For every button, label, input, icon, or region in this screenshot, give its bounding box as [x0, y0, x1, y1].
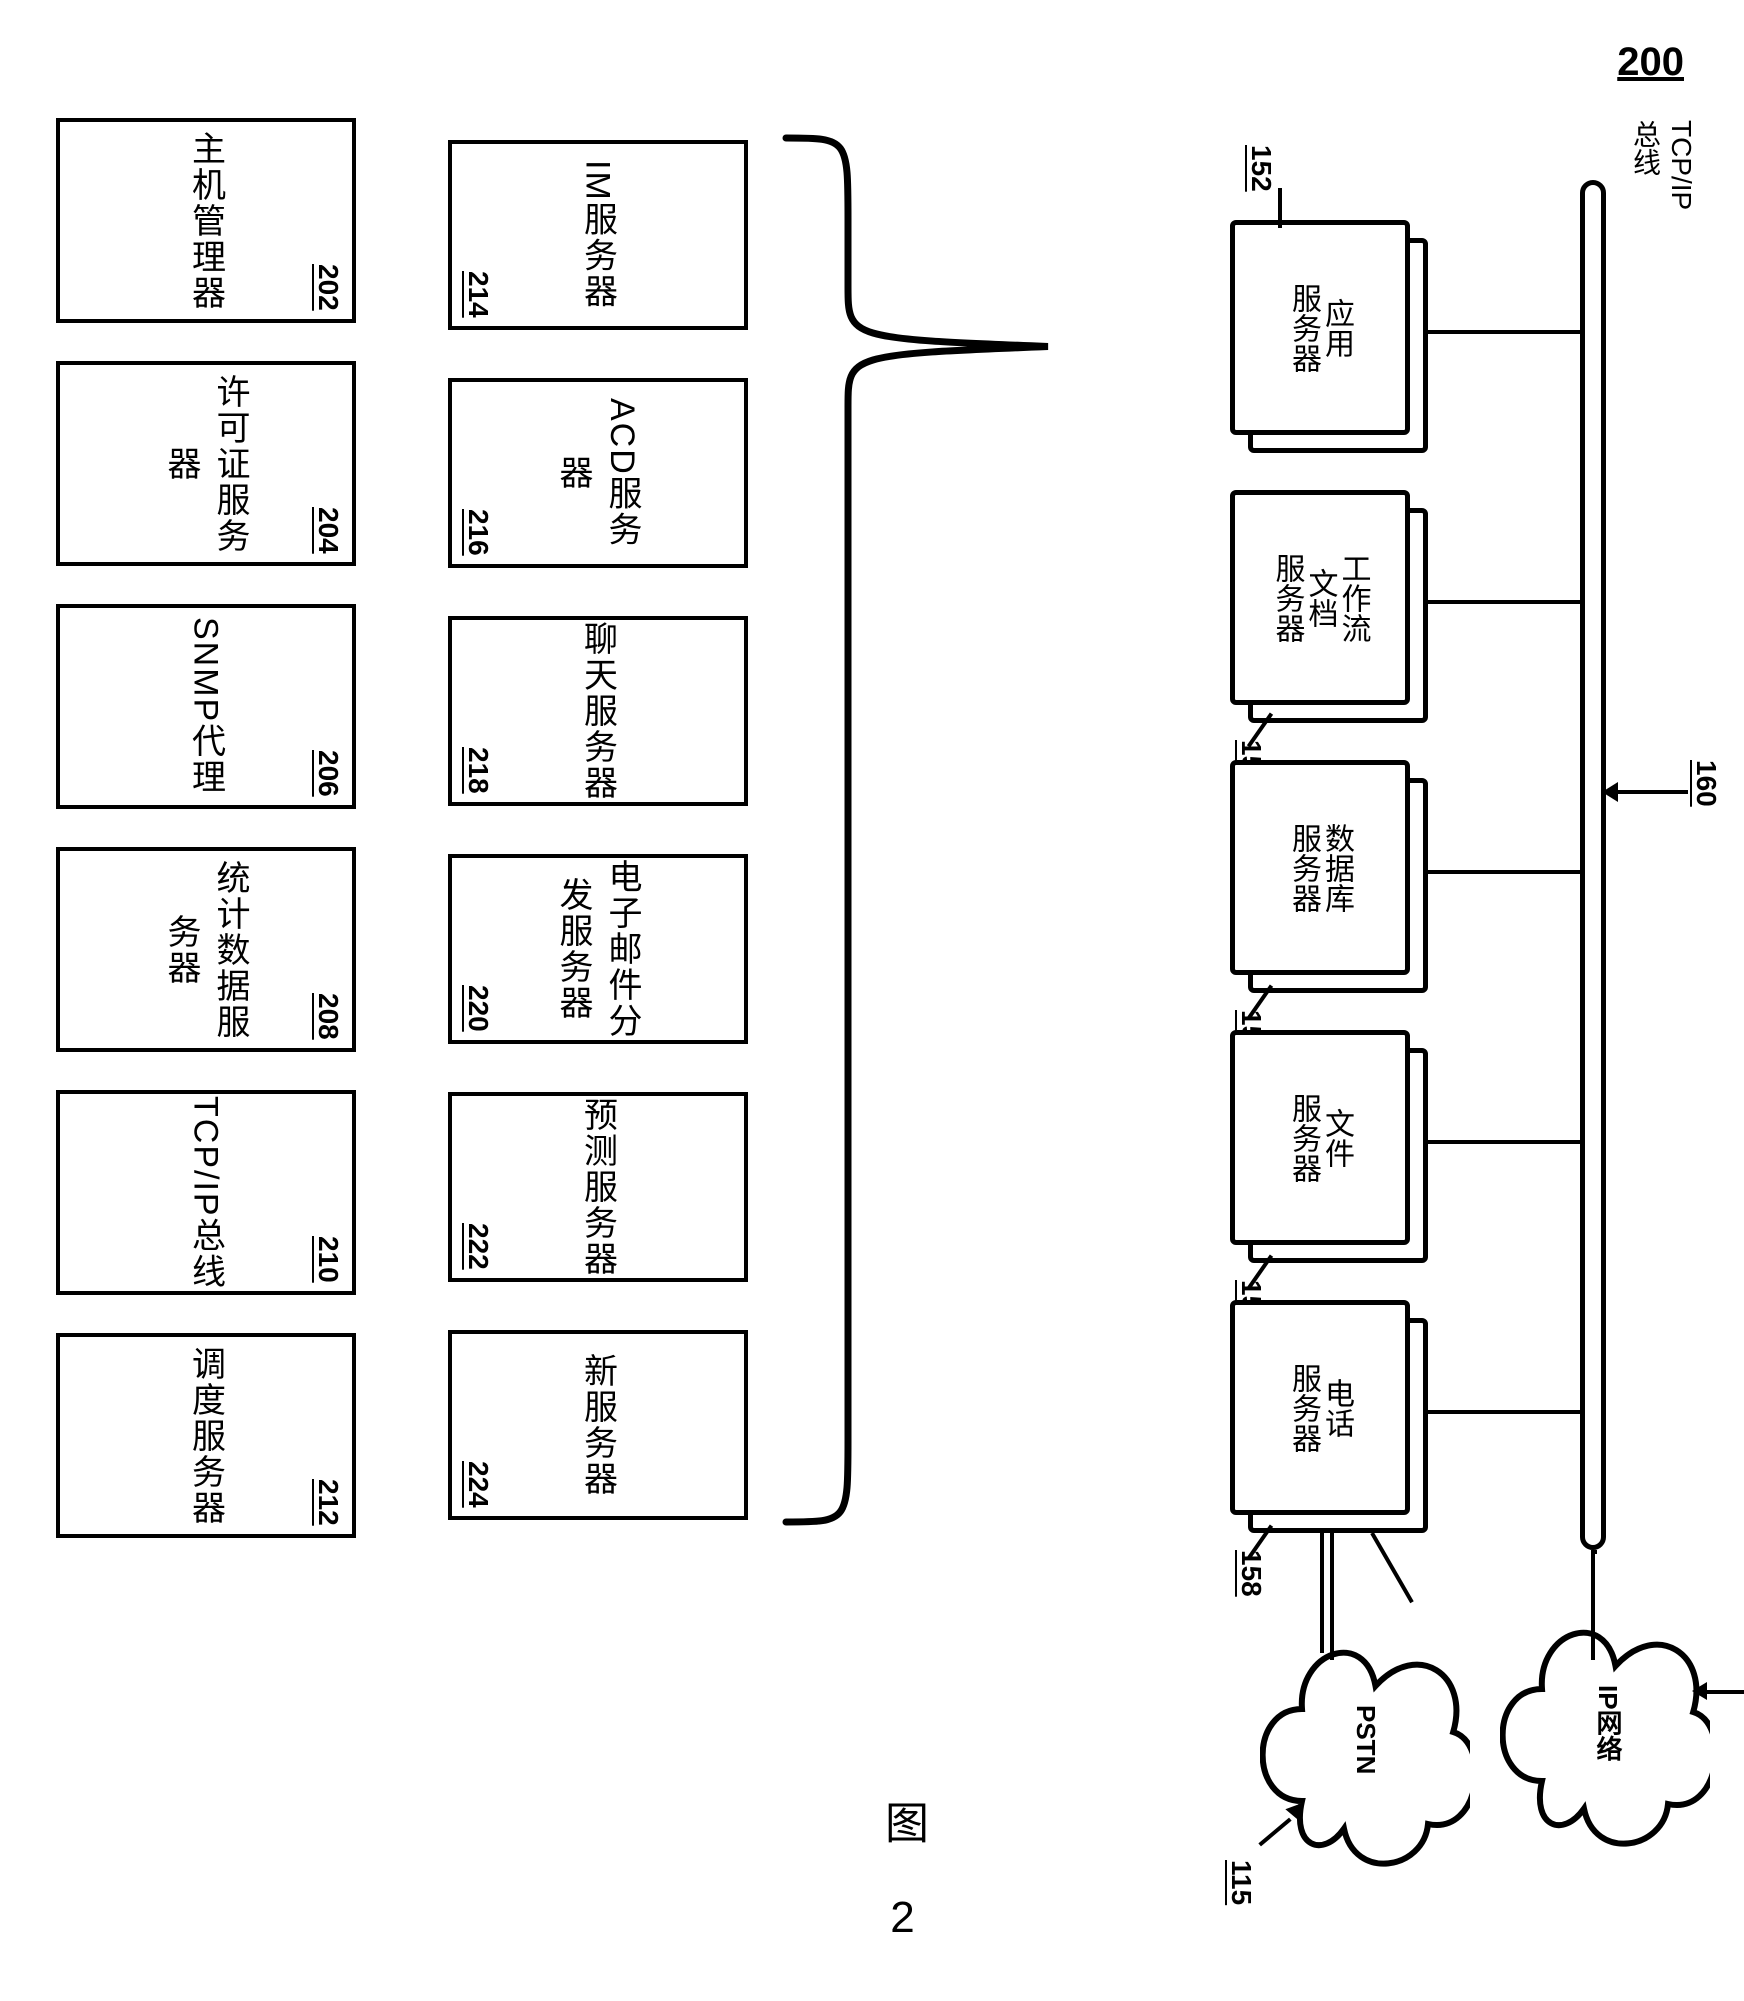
- left-box-206: 206 SNMP代理: [56, 604, 356, 809]
- ref-222: 222: [462, 1223, 494, 1270]
- mid-box-214: 214 IM服务器: [448, 140, 748, 330]
- label-214: IM服务器: [574, 160, 623, 310]
- ref-206: 206: [312, 750, 344, 797]
- ref-204: 204: [312, 507, 344, 554]
- server-ref-152: 152: [1245, 145, 1277, 192]
- left-box-202: 202 主机管理器: [56, 118, 356, 323]
- server-152: 应用服务器: [1230, 220, 1430, 455]
- server-158: 电话服务器: [1230, 1300, 1430, 1535]
- label-204: 许可证服务器: [157, 365, 255, 562]
- server-156: 文件服务器: [1230, 1030, 1430, 1265]
- label-218: 聊天服务器: [574, 621, 623, 801]
- cloud-ref-115: 115: [1225, 1860, 1257, 1905]
- server-153: 工作流文档服务器: [1230, 490, 1430, 725]
- label-216: ACD服务器: [549, 382, 647, 564]
- ref-212: 212: [312, 1479, 344, 1526]
- server-label-153: 工作流文档服务器: [1271, 553, 1370, 643]
- ref-210: 210: [312, 1236, 344, 1283]
- mid-box-216: 216 ACD服务器: [448, 378, 748, 568]
- arrowhead-bus: [1602, 782, 1618, 802]
- left-box-204: 204 许可证服务器: [56, 361, 356, 566]
- figure-caption: 图 2: [870, 1800, 934, 1942]
- ref-224: 224: [462, 1461, 494, 1508]
- label-208: 统计数据服务器: [157, 851, 255, 1048]
- ref-214: 214: [462, 271, 494, 318]
- label-220: 电子邮件分发服务器: [549, 858, 647, 1040]
- ref-220: 220: [462, 985, 494, 1032]
- ref-218: 218: [462, 747, 494, 794]
- label-212: 调度服务器: [182, 1346, 231, 1526]
- ref-216: 216: [462, 509, 494, 556]
- cloud-label-115: PSTN: [1350, 1705, 1381, 1774]
- tcpip-bus: [1580, 180, 1606, 1550]
- label-210: TCP/IP总线: [182, 1096, 231, 1290]
- left-box-212: 212 调度服务器: [56, 1333, 356, 1538]
- bus-ref: 160: [1690, 760, 1722, 807]
- cloud-label-116: IP网络: [1590, 1685, 1627, 1762]
- server-label-152: 应用服务器: [1287, 283, 1353, 373]
- server-label-154: 数据库服务器: [1287, 823, 1353, 913]
- ref-208: 208: [312, 993, 344, 1040]
- cloud-116: IP网络: [1500, 1620, 1710, 1850]
- left-box-210: 210 TCP/IP总线: [56, 1090, 356, 1295]
- brace: [778, 130, 1058, 1530]
- mid-box-220: 220 电子邮件分发服务器: [448, 854, 748, 1044]
- bus-label: TCP/IP总线: [1625, 120, 1697, 210]
- left-box-208: 208 统计数据服务器: [56, 847, 356, 1052]
- cloud-115: PSTN: [1260, 1640, 1470, 1870]
- figure-number: 200: [1617, 40, 1684, 85]
- server-label-158: 电话服务器: [1287, 1363, 1353, 1453]
- mid-box-224: 224 新服务器: [448, 1330, 748, 1520]
- server-154: 数据库服务器: [1230, 760, 1430, 995]
- label-206: SNMP代理: [182, 617, 231, 795]
- label-224: 新服务器: [574, 1353, 623, 1497]
- ref-202: 202: [312, 264, 344, 311]
- mid-box-218: 218 聊天服务器: [448, 616, 748, 806]
- label-222: 预测服务器: [574, 1097, 623, 1277]
- server-label-156: 文件服务器: [1287, 1093, 1353, 1183]
- mid-box-222: 222 预测服务器: [448, 1092, 748, 1282]
- label-202: 主机管理器: [182, 131, 231, 311]
